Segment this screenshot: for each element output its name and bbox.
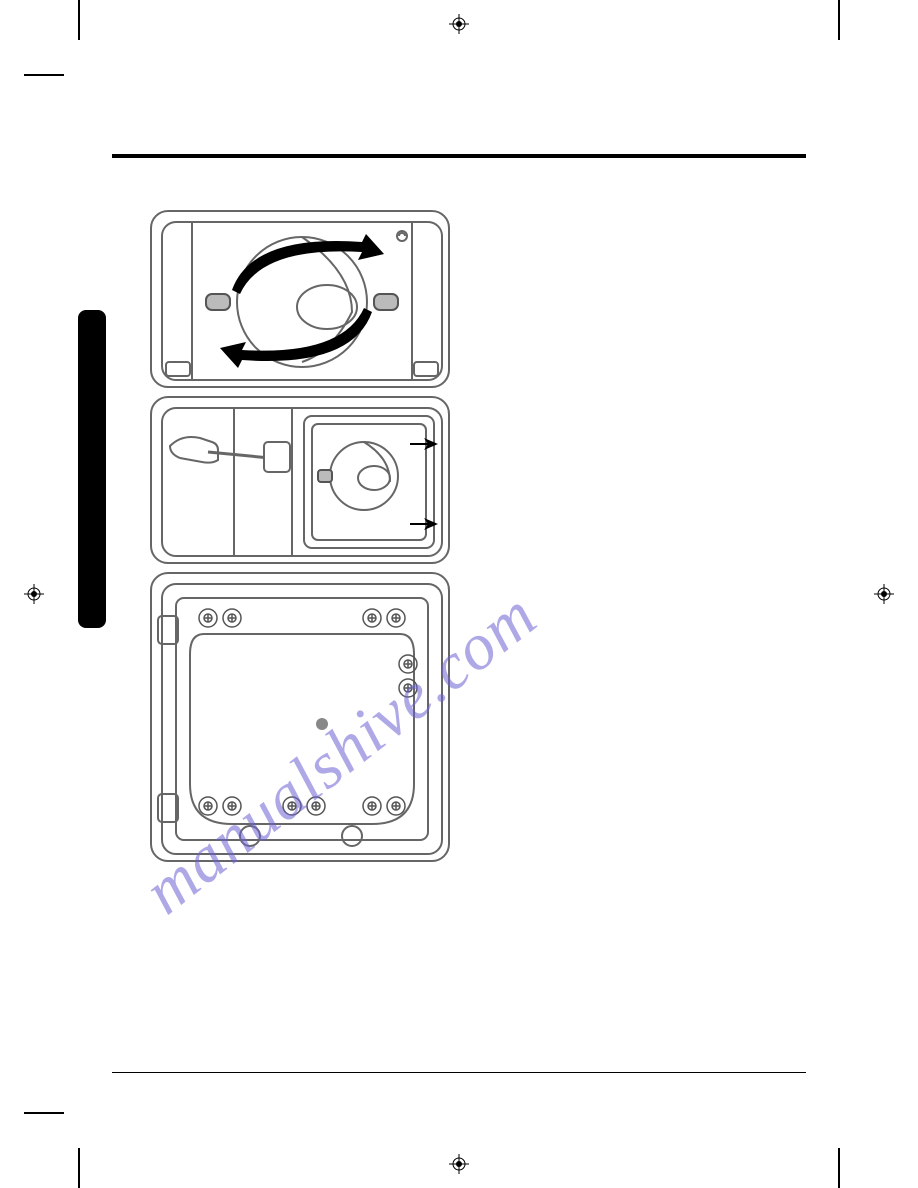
section-tab: [78, 310, 106, 628]
registration-mark-icon: [449, 14, 469, 34]
crop-mark: [838, 1148, 840, 1188]
figure-mallet-tap: [150, 396, 450, 564]
registration-mark-icon: [874, 584, 894, 604]
footer-rule: [112, 1072, 806, 1073]
crop-mark: [24, 1112, 64, 1114]
figure-underside-screws: [150, 572, 450, 862]
figure-door-swap: [150, 210, 450, 388]
crop-mark: [78, 0, 80, 40]
registration-mark-icon: [24, 584, 44, 604]
crop-mark: [838, 0, 840, 40]
manual-page: manualshive.com: [0, 0, 918, 1188]
header-rule: [112, 154, 806, 158]
crop-mark: [78, 1148, 80, 1188]
figure-column: [150, 210, 470, 870]
crop-mark: [24, 74, 64, 76]
registration-mark-icon: [449, 1154, 469, 1174]
